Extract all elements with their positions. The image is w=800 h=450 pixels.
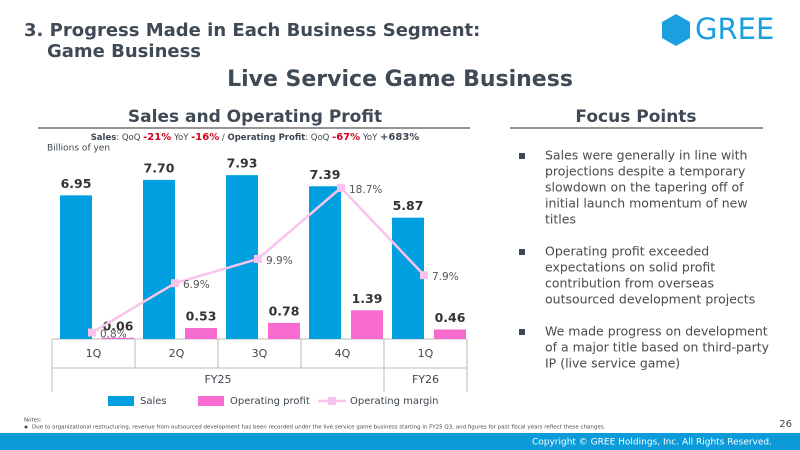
x-tick-label: 2Q <box>169 347 185 360</box>
slide-title: Live Service Game Business <box>227 67 573 92</box>
data-label: 5.87 <box>393 198 424 213</box>
legend-swatch <box>328 397 336 405</box>
bullet-text: of a major title based on third-party <box>545 340 770 355</box>
bar <box>268 322 300 339</box>
note-bullet <box>24 425 28 429</box>
data-label: 18.7% <box>349 184 382 196</box>
page-number: 26 <box>779 419 792 430</box>
bar <box>309 186 341 339</box>
data-label: 0.78 <box>269 303 300 318</box>
note-part: -67% <box>332 132 360 143</box>
bullet-text: Sales were generally in line with <box>545 148 747 163</box>
bullet-text: contribution from overseas <box>545 276 714 291</box>
data-label: 7.39 <box>310 167 341 182</box>
bullet-text: expectations on solid profit <box>545 260 715 275</box>
bar <box>60 195 92 339</box>
bar <box>434 329 466 339</box>
legend-label: Operating margin <box>350 396 438 407</box>
data-label: 7.9% <box>432 271 459 283</box>
bullet-text: projections despite a temporary <box>545 164 746 179</box>
note-part: : QoQ <box>116 133 143 143</box>
bullet-text: outsourced development projects <box>545 292 755 307</box>
copyright: Copyright © GREE Holdings, Inc. All Righ… <box>532 438 772 448</box>
footer-bar <box>0 433 800 450</box>
x-tick-label: 1Q <box>86 347 102 360</box>
line-marker <box>254 254 262 263</box>
chart-title: Sales and Operating Profit <box>128 107 382 127</box>
group-label: FY25 <box>204 373 231 386</box>
notes-title: Notes: <box>24 418 42 424</box>
slide-heading: 3. Progress Made in Each Business Segmen… <box>24 20 480 41</box>
bullet-text: We made progress on development <box>545 324 768 339</box>
bullet <box>519 153 525 159</box>
data-label: 0.46 <box>435 310 466 325</box>
data-label: 0.53 <box>186 309 217 324</box>
bullet <box>519 329 525 335</box>
legend-label: Operating profit <box>230 396 310 407</box>
note-part: / <box>219 133 227 143</box>
note-part: +683% <box>380 132 419 143</box>
legend-swatch <box>198 396 224 406</box>
data-label: 6.9% <box>183 279 210 291</box>
data-label: 6.95 <box>61 176 92 191</box>
logo-text: GREE <box>695 12 774 46</box>
line-marker <box>88 328 96 337</box>
data-label: 9.9% <box>266 255 293 267</box>
note-part: YoY <box>171 133 191 143</box>
bullet-text: slowdown on the tapering off of <box>545 180 744 195</box>
bar <box>143 179 175 339</box>
bullet-text: initial launch momentum of new <box>545 196 748 211</box>
note-part: : QoQ <box>305 133 332 143</box>
line-marker <box>171 279 179 288</box>
bar <box>185 328 217 339</box>
data-label: 0.8% <box>100 329 127 341</box>
change-note: Sales: QoQ -21% YoY -16% / Operating Pro… <box>91 132 420 143</box>
bullet-text: Operating profit exceeded <box>545 244 709 259</box>
note-part: Operating Profit <box>228 133 306 143</box>
bar <box>102 337 134 339</box>
bullet-text: IP (live service game) <box>545 356 680 371</box>
data-label: 1.39 <box>352 291 383 306</box>
bar <box>392 217 424 339</box>
note-part: YoY <box>360 133 380 143</box>
legend-swatch <box>108 396 134 406</box>
y-axis-label: Billions of yen <box>47 144 110 154</box>
x-tick-label: 1Q <box>418 347 434 360</box>
note-part: -16% <box>191 132 219 143</box>
logo-mark <box>662 14 690 46</box>
legend-label: Sales <box>140 396 167 407</box>
note-part: -21% <box>143 132 171 143</box>
data-label: 7.93 <box>227 156 258 171</box>
x-tick-label: 4Q <box>335 347 351 360</box>
bullet <box>519 249 525 255</box>
line-marker <box>337 183 345 192</box>
slide-heading: Game Business <box>47 41 201 62</box>
data-label: 7.70 <box>144 160 175 175</box>
bar <box>226 175 258 339</box>
group-label: FY26 <box>412 373 439 386</box>
focus-title: Focus Points <box>575 107 696 127</box>
bullet-text: titles <box>545 212 576 227</box>
x-tick-label: 3Q <box>252 347 268 360</box>
note-part: Sales <box>91 133 117 143</box>
note: Due to organizational restructuring, rev… <box>32 425 606 431</box>
line-marker <box>420 271 428 280</box>
bar <box>351 310 383 339</box>
